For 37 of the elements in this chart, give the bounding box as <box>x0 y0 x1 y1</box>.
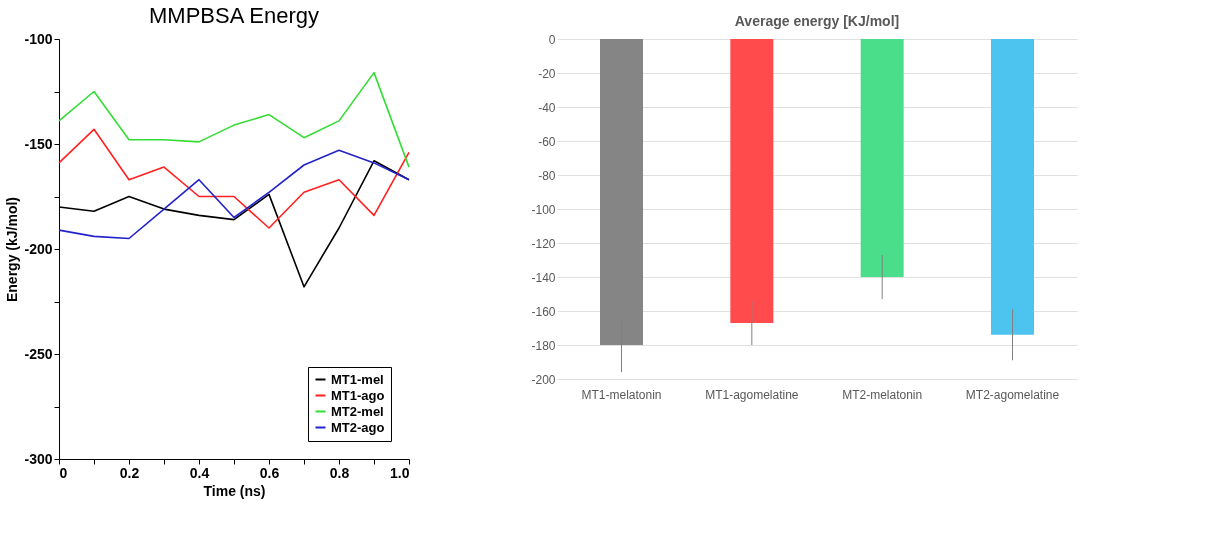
y-tick-label: -120 <box>531 236 556 251</box>
x-tick-label: MT1-agomelatine <box>705 387 799 402</box>
x-axis-title: Time (ns) <box>203 482 266 499</box>
legend-label: MT1-ago <box>331 387 385 403</box>
line-series <box>58 149 410 240</box>
x-tick-label: MT1-melatonin <box>581 387 662 402</box>
legend-label: MT2-mel <box>331 403 384 419</box>
y-tick-label: -150 <box>24 135 53 152</box>
line-series <box>58 71 410 168</box>
line-series <box>58 128 410 229</box>
y-tick-label: -60 <box>538 134 556 149</box>
y-tick-label: -200 <box>24 240 53 257</box>
y-tick-label: 0 <box>548 32 556 47</box>
chart-title: MMPBSA Energy <box>149 3 319 28</box>
x-tick-label: MT2-agomelatine <box>965 387 1060 402</box>
y-tick-label: -40 <box>538 100 556 115</box>
x-tick-label: 0.2 <box>119 464 140 481</box>
y-tick-label: -20 <box>538 66 556 81</box>
y-axis-title: Energy (kJ/mol) <box>4 196 21 303</box>
y-tick-label: -140 <box>531 270 556 285</box>
y-tick-label: -250 <box>24 345 53 362</box>
x-tick-label: 1.0 <box>390 464 410 481</box>
chart-title: Average energy [KJ/mol] <box>734 13 900 29</box>
y-tick-label: -160 <box>531 304 556 319</box>
y-tick-label: -180 <box>531 338 556 353</box>
x-tick-label: 0.6 <box>259 464 280 481</box>
x-tick-label: 0 <box>59 464 68 481</box>
y-tick-label: -200 <box>531 372 556 387</box>
x-tick-label: 0.8 <box>329 464 350 481</box>
y-tick-label: -100 <box>531 202 556 217</box>
x-tick-label: 0.4 <box>189 464 210 481</box>
legend-label: MT2-ago <box>331 419 385 435</box>
legend-label: MT1-mel <box>331 371 384 387</box>
y-tick-label: -100 <box>24 30 53 47</box>
y-tick-label: -300 <box>24 450 53 467</box>
x-tick-label: MT2-melatonin <box>842 387 923 402</box>
y-tick-label: -80 <box>538 168 556 183</box>
